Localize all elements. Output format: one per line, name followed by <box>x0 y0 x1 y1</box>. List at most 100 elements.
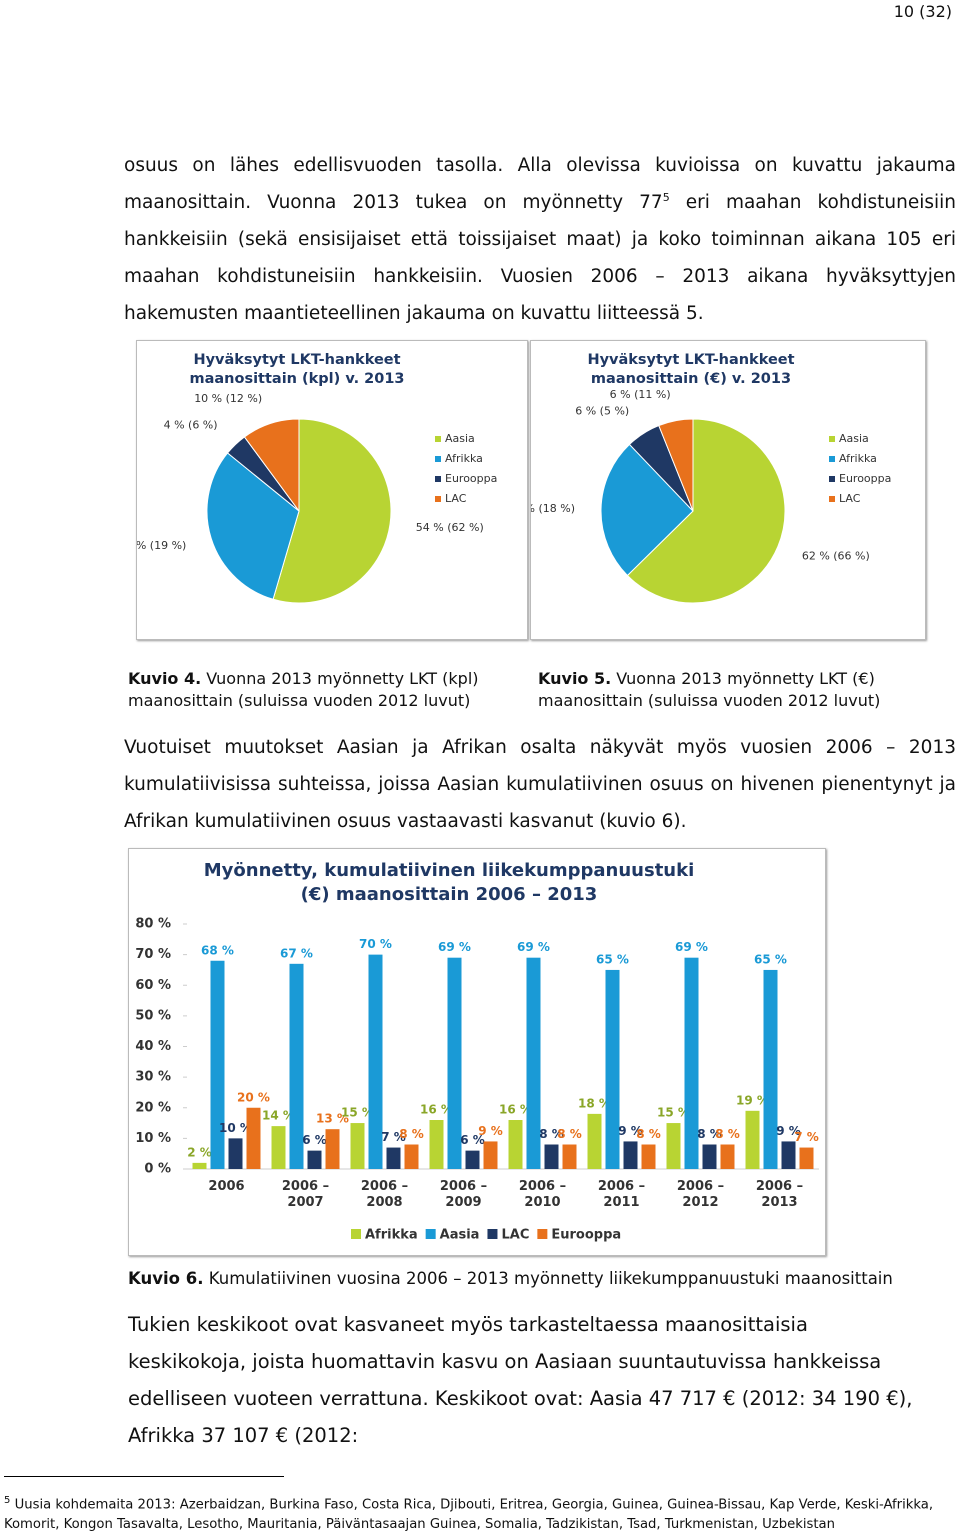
x-tick-label: 2006 – 2010 <box>518 1179 567 1210</box>
data-label: 8 % <box>399 1127 424 1141</box>
pie-slice <box>658 418 694 512</box>
bar <box>508 1120 523 1169</box>
legend-label: Afrikka <box>839 452 877 465</box>
pie-svg: 54 % (62 %) 31 % (19 %) 4 % (6 %) 10 % (12 … <box>137 392 497 604</box>
data-label: 8 % <box>715 1127 740 1141</box>
data-label: 10 % <box>219 1121 252 1135</box>
data-label: 70 % <box>359 937 392 951</box>
y-tick-label: 20 % <box>135 1100 171 1115</box>
bar-svg: 0 % 10 % 20 % 30 % 40 % 50 % 60 % 70 % 80 % 2 % 68… <box>135 917 819 1243</box>
data-label: 8 % <box>557 1127 582 1141</box>
data-label: 54 % (62 %) <box>416 521 484 534</box>
footnote-rule <box>4 1476 284 1477</box>
caption-label: Kuvio 5. <box>538 669 612 688</box>
legend-label: Aasia <box>440 1228 480 1243</box>
x-tick-label: 2006 <box>208 1179 245 1194</box>
bar <box>763 969 778 1169</box>
caption: Kuvio 4. Vuonna 2013 myönnetty LKT (kpl)… <box>128 668 518 712</box>
caption-label: Kuvio 4. <box>128 669 202 688</box>
y-tick-label: 80 % <box>135 917 171 932</box>
pie-slice <box>272 418 392 604</box>
bar <box>386 1147 401 1169</box>
x-tick-label: 2006 – 2011 <box>597 1179 646 1210</box>
bar <box>307 1150 322 1169</box>
bar <box>641 1144 656 1169</box>
legend-swatch <box>435 436 441 442</box>
data-label: 15 % <box>341 1106 374 1120</box>
data-label: 9 % <box>618 1124 643 1138</box>
data-label: 18 % <box>578 1096 611 1110</box>
page-number: 10 (32) <box>893 2 952 21</box>
x-tick-label: 2006 – 2012 <box>676 1179 725 1210</box>
caption-text: Vuonna 2013 myönnetty LKT (€) maanositta… <box>538 669 881 710</box>
legend-swatch <box>435 496 441 502</box>
bar <box>799 1147 814 1169</box>
data-label: 65 % <box>596 952 629 966</box>
bar <box>271 1126 286 1169</box>
legend-label: Aasia <box>839 432 869 445</box>
pie-slice <box>600 443 694 577</box>
pie-chart: 54 % (62 %) 31 % (19 %) 4 % (6 %) 10 % (12 … <box>136 340 528 640</box>
data-label: 2 % <box>187 1145 212 1159</box>
bar <box>465 1150 480 1169</box>
legend-swatch <box>829 456 835 462</box>
data-label: 6 % (11 %) <box>610 388 671 401</box>
legend-label: Aasia <box>445 432 475 445</box>
bar <box>228 1138 243 1169</box>
legend-label: LAC <box>501 1228 529 1243</box>
caption-text: Kumulatiivinen vuosina 2006 – 2013 myönn… <box>208 1269 893 1288</box>
chart-title: Myönnetty, kumulatiivinen liikekumppanuu… <box>203 860 695 905</box>
data-label: 69 % <box>675 940 708 954</box>
legend-label: Eurooppa <box>445 472 497 485</box>
bar <box>684 957 699 1169</box>
legend-swatch <box>435 476 441 482</box>
y-tick-label: 0 % <box>144 1162 171 1177</box>
bar <box>210 960 225 1169</box>
data-label: 65 % <box>754 952 787 966</box>
bar <box>192 1162 207 1169</box>
y-tick-label: 30 % <box>135 1070 171 1085</box>
data-label: 19 % <box>736 1093 769 1107</box>
bar-chart: 0 % 10 % 20 % 30 % 40 % 50 % 60 % 70 % 80 % 2 % 68… <box>128 848 826 1256</box>
legend-label: Eurooppa <box>551 1228 621 1243</box>
x-tick-label: 2006 – 2007 <box>281 1179 330 1210</box>
y-tick-label: 70 % <box>135 947 171 962</box>
caption: Kuvio 5. Vuonna 2013 myönnetty LKT (€) m… <box>538 668 938 712</box>
legend-label: LAC <box>839 492 861 505</box>
bar <box>702 1144 717 1169</box>
footnote-ref: 5 <box>662 190 670 204</box>
footnote: 5 Uusia kohdemaita 2013: Azerbaidzan, Bu… <box>4 1491 954 1535</box>
legend-swatch <box>829 496 835 502</box>
footnote-mark: 5 <box>4 1495 11 1506</box>
data-label: 62 % (66 %) <box>802 550 870 563</box>
legend-swatch <box>425 1229 436 1239</box>
paragraph: Vuotuiset muutokset Aasian ja Afrikan os… <box>124 737 956 832</box>
bar <box>429 1120 444 1169</box>
data-label: 6 % <box>460 1133 485 1147</box>
bar <box>587 1113 602 1169</box>
legend-swatch <box>829 476 835 482</box>
pie-slice <box>626 418 786 604</box>
bar <box>447 957 462 1169</box>
chart-title: Hyväksytyt LKT-hankkeet maanosittain (€)… <box>587 352 795 387</box>
caption-label: Kuvio 6. <box>128 1269 204 1288</box>
bar <box>544 1144 559 1169</box>
bar <box>404 1144 419 1169</box>
legend-label: LAC <box>445 492 467 505</box>
data-label: 15 % <box>657 1106 690 1120</box>
bar <box>720 1144 735 1169</box>
y-tick-label: 10 % <box>135 1131 171 1146</box>
data-label: 9 % <box>478 1124 503 1138</box>
bar <box>246 1107 261 1169</box>
pie-svg: 62 % (66 %) 25 % (18 %) 6 % (5 %) 6 % (11 %… <box>531 388 891 604</box>
legend-label: Afrikka <box>445 452 483 465</box>
data-label: 9 % <box>776 1124 801 1138</box>
legend-swatch <box>435 456 441 462</box>
bar <box>350 1123 365 1169</box>
bar <box>289 963 304 1169</box>
data-label: 7 % <box>794 1130 819 1144</box>
data-label: 16 % <box>420 1103 453 1117</box>
data-label: 6 % (5 %) <box>575 405 629 418</box>
bar <box>781 1141 796 1169</box>
